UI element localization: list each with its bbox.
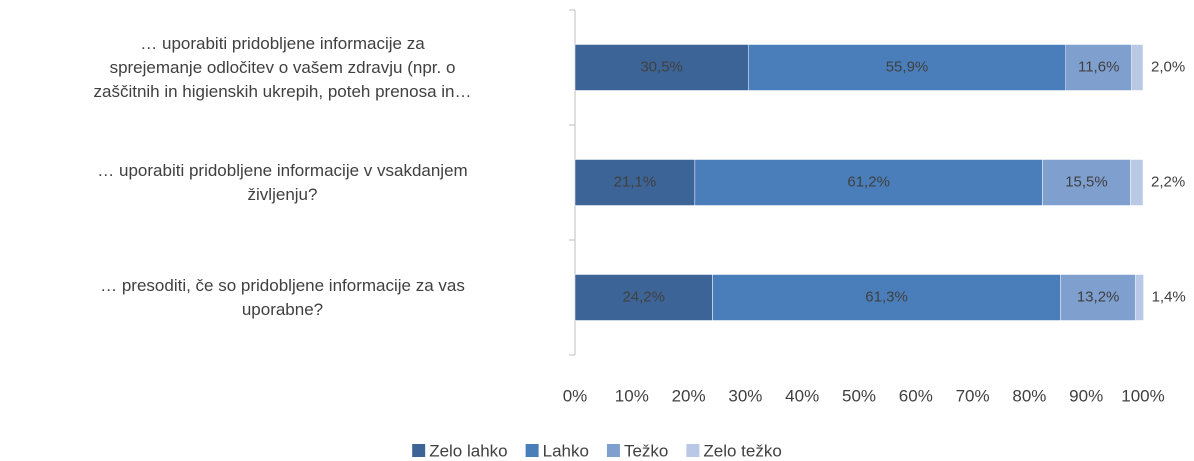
- bar-segment: [694, 159, 1043, 206]
- legend-label: Lahko: [543, 441, 589, 460]
- data-label: 15,5%: [1065, 173, 1108, 190]
- bar-segment: [574, 159, 696, 206]
- data-label: 1,4%: [1152, 288, 1186, 305]
- legend-swatch: [606, 444, 620, 457]
- x-tick-label: 80%: [1012, 386, 1046, 405]
- legend-swatch: [525, 444, 539, 457]
- data-label: 13,2%: [1077, 288, 1120, 305]
- x-tick-label: 10%: [615, 386, 649, 405]
- bar-segment: [712, 274, 1061, 321]
- data-label: 30,5%: [640, 58, 683, 75]
- bar-segment: [747, 44, 1067, 91]
- category-label: … uporabiti pridobljene informacije v vs…: [97, 160, 468, 204]
- category-label: … presoditi, če so pridobljene informaci…: [100, 275, 465, 319]
- bar-segment: [574, 44, 749, 91]
- data-label: 2,0%: [1151, 58, 1185, 75]
- x-tick-label: 30%: [728, 386, 762, 405]
- x-tick-label: 70%: [956, 386, 990, 405]
- data-label: 55,9%: [886, 58, 929, 75]
- x-tick-label: 90%: [1069, 386, 1103, 405]
- bar-segment: [1130, 159, 1144, 206]
- x-tick-label: 50%: [842, 386, 876, 405]
- data-label: 2,2%: [1151, 173, 1185, 190]
- data-label: 24,2%: [622, 288, 665, 305]
- x-tick-label: 100%: [1121, 386, 1164, 405]
- bar-segment: [1135, 274, 1144, 321]
- x-tick-label: 20%: [672, 386, 706, 405]
- data-label: 11,6%: [1078, 58, 1119, 75]
- x-tick-label: 60%: [899, 386, 933, 405]
- legend-swatch: [412, 444, 426, 457]
- data-label: 21,1%: [614, 173, 657, 190]
- legend-label: Zelo težko: [703, 441, 781, 460]
- legend-label: Zelo lahko: [429, 441, 507, 460]
- bar-segment: [1131, 44, 1144, 91]
- x-tick-label: 0%: [563, 386, 588, 405]
- legend-swatch: [686, 444, 700, 457]
- bar-segment: [574, 274, 713, 321]
- bar-segment: [1060, 274, 1136, 321]
- x-tick-label: 40%: [785, 386, 819, 405]
- category-label: … uporabiti pridobljene informacije za s…: [93, 33, 472, 101]
- data-label: 61,3%: [865, 288, 908, 305]
- data-label: 61,2%: [847, 173, 890, 190]
- legend-label: Težko: [624, 441, 668, 460]
